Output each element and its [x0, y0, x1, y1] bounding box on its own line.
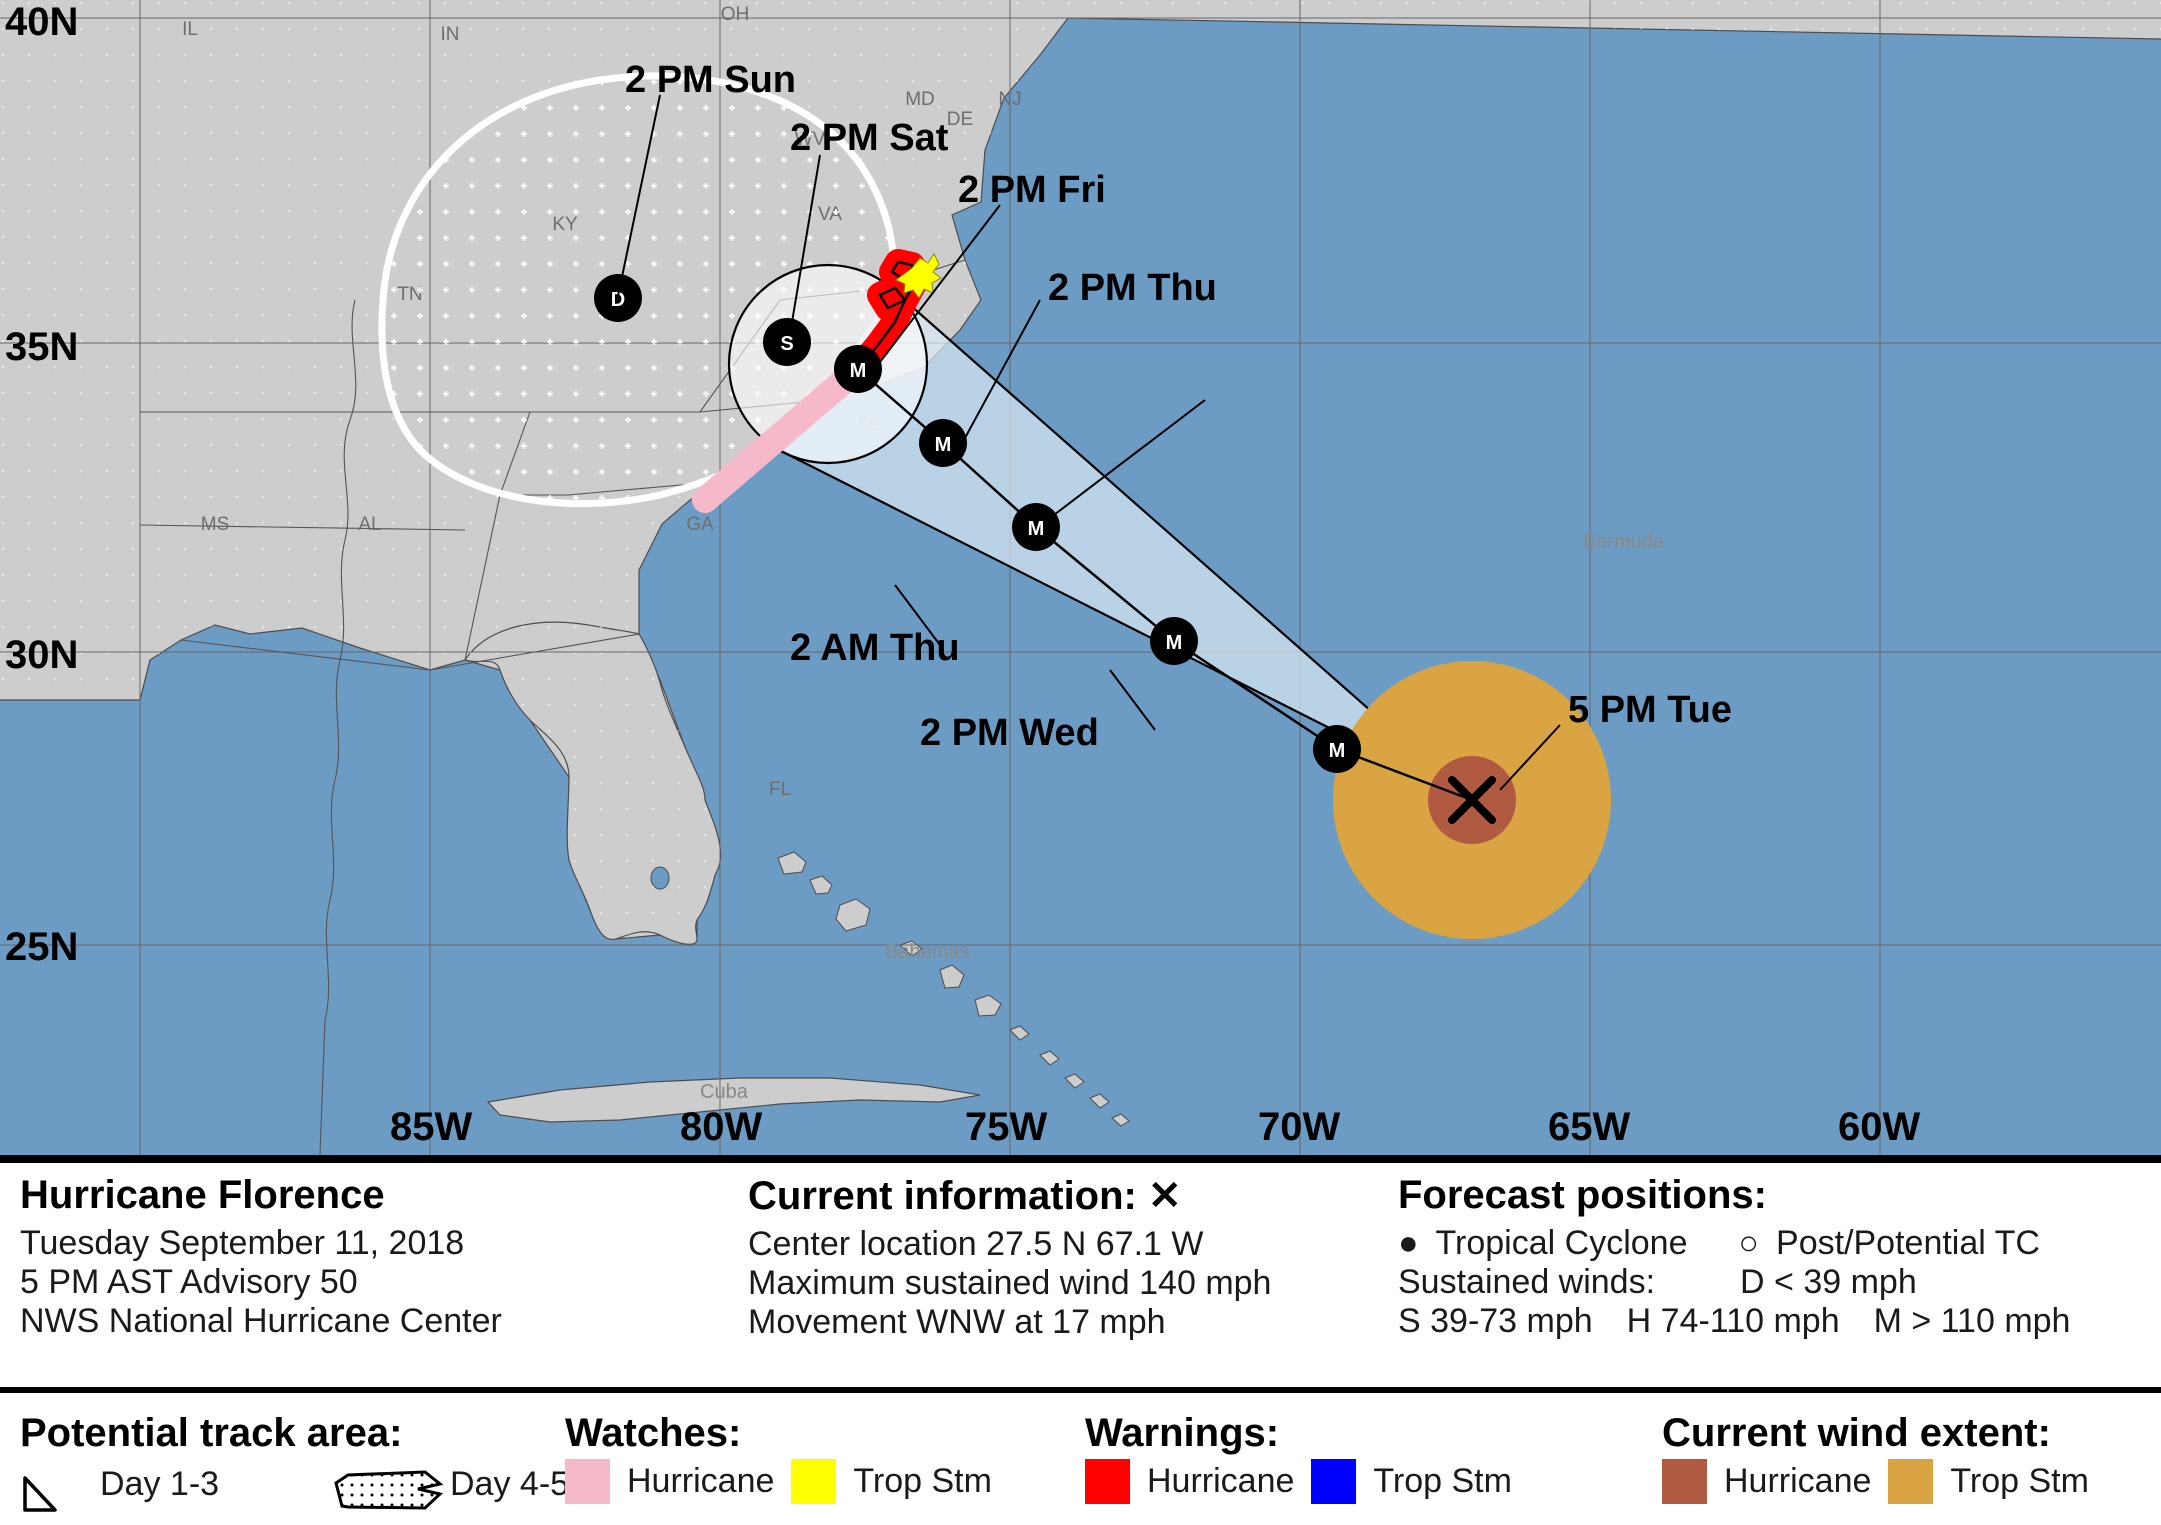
- svg-text:60W: 60W: [1838, 1105, 1920, 1149]
- svg-text:M: M: [1329, 740, 1346, 762]
- svg-text:Bermuda: Bermuda: [1583, 531, 1665, 553]
- svg-text:80W: 80W: [680, 1105, 762, 1149]
- svg-text:IN: IN: [441, 24, 460, 45]
- svg-text:M: M: [1028, 518, 1045, 540]
- svg-text:MS: MS: [201, 514, 230, 535]
- svg-text:70W: 70W: [1258, 1105, 1340, 1149]
- svg-text:S: S: [780, 333, 793, 355]
- svg-text:DE: DE: [947, 109, 973, 130]
- svg-text:65W: 65W: [1548, 1105, 1630, 1149]
- svg-text:NJ: NJ: [998, 89, 1021, 110]
- svg-text:40N: 40N: [5, 0, 78, 44]
- svg-text:5 PM Tue: 5 PM Tue: [1568, 689, 1732, 731]
- svg-text:M: M: [935, 434, 952, 456]
- svg-text:MD: MD: [905, 89, 935, 110]
- svg-text:FL: FL: [769, 779, 791, 800]
- svg-text:25N: 25N: [5, 925, 78, 969]
- svg-text:75W: 75W: [965, 1105, 1047, 1149]
- svg-text:2 AM Thu: 2 AM Thu: [790, 627, 960, 669]
- svg-text:35N: 35N: [5, 325, 78, 369]
- svg-text:2 PM Thu: 2 PM Thu: [1048, 267, 1217, 309]
- svg-text:2 PM Sun: 2 PM Sun: [625, 59, 796, 101]
- svg-text:GA: GA: [686, 514, 714, 535]
- svg-text:2 PM Wed: 2 PM Wed: [920, 712, 1099, 754]
- svg-text:Cuba: Cuba: [700, 1081, 749, 1103]
- svg-text:2 PM Fri: 2 PM Fri: [958, 169, 1106, 211]
- svg-text:OH: OH: [721, 4, 750, 25]
- svg-text:2 PM Sat: 2 PM Sat: [790, 117, 949, 159]
- svg-text:85W: 85W: [390, 1105, 472, 1149]
- svg-text:30N: 30N: [5, 633, 78, 677]
- svg-text:IL: IL: [182, 19, 198, 40]
- svg-text:M: M: [850, 360, 867, 382]
- svg-text:Bahamas: Bahamas: [885, 941, 970, 963]
- svg-text:M: M: [1166, 632, 1183, 654]
- svg-text:AL: AL: [358, 514, 381, 535]
